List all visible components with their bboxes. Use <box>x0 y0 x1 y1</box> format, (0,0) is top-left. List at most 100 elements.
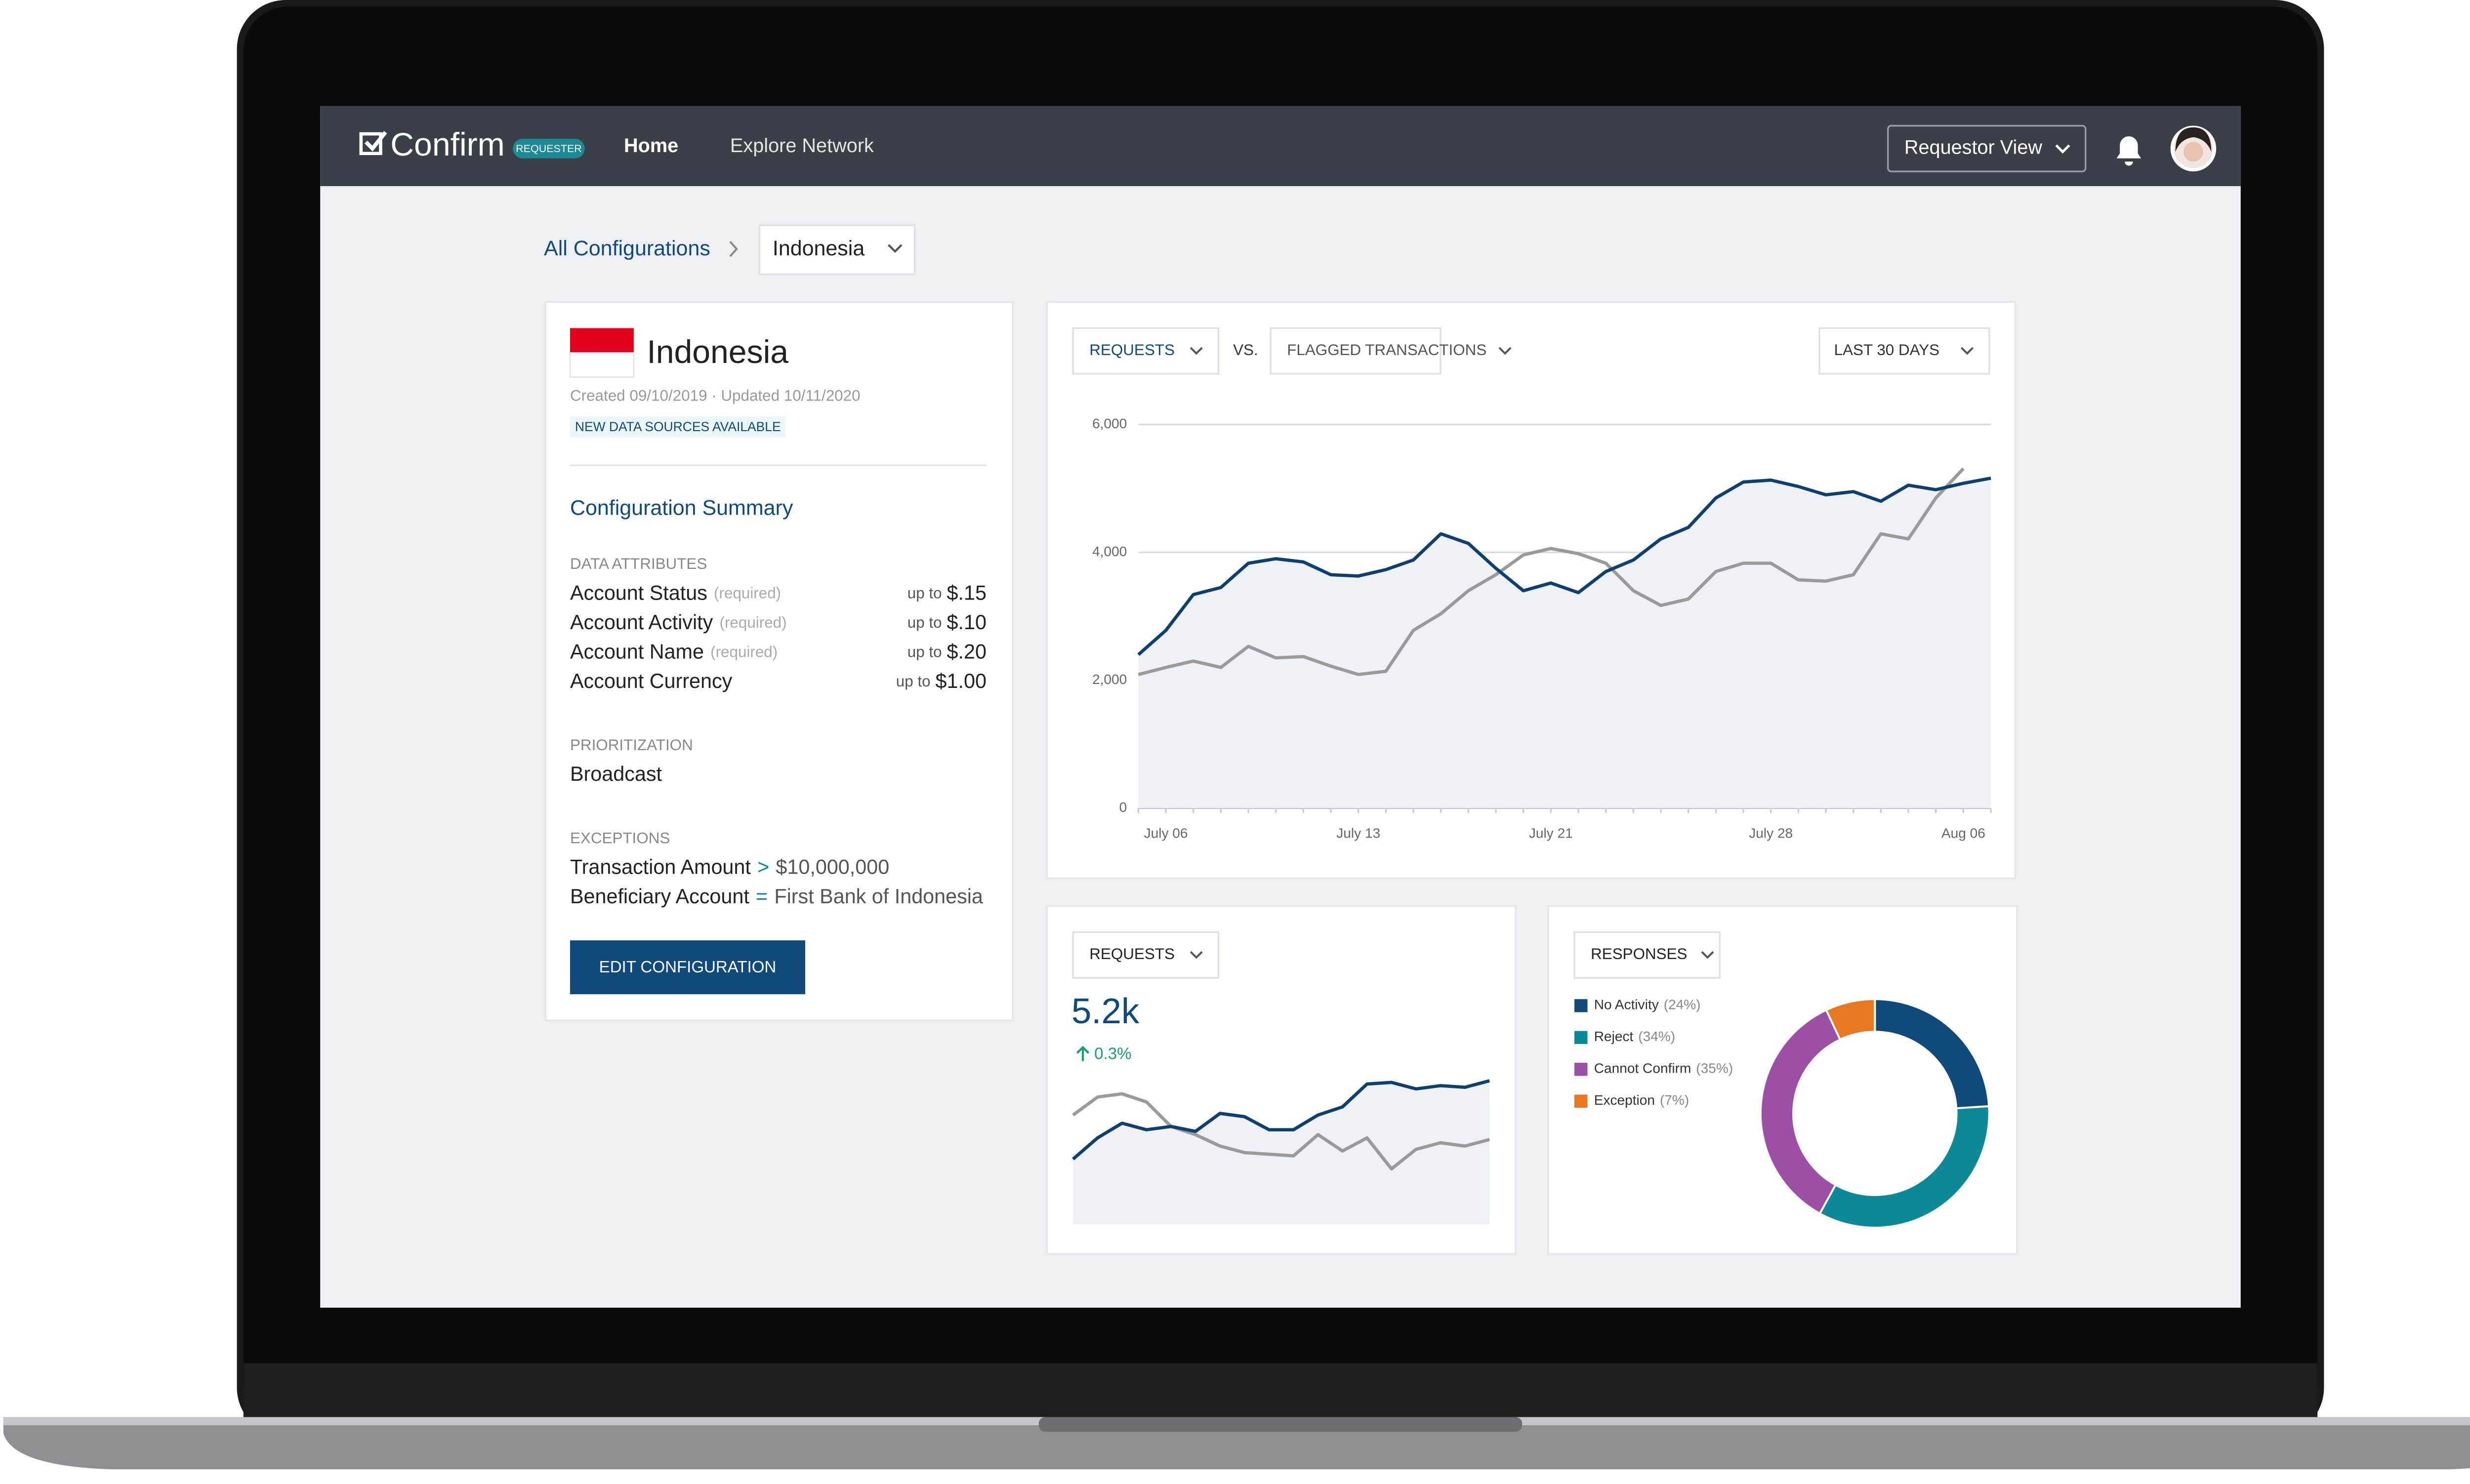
flag-white <box>569 352 634 378</box>
legend-swatch <box>1574 1094 1588 1108</box>
donut-selector-text: RESPONSES <box>1591 945 1687 963</box>
line <box>1137 477 1991 656</box>
series-selector-text: REQUESTS <box>1089 341 1175 359</box>
chevron <box>2055 144 2070 154</box>
nav-link[interactable]: Explore Network <box>730 135 874 157</box>
line <box>1071 1079 1490 1161</box>
edit-button-text: EDIT CONFIGURATION <box>599 958 777 976</box>
x-tick-label: July 28 <box>1749 826 1793 841</box>
legend-entry: Cannot Confirm (35%) <box>1594 1061 1733 1076</box>
exception-name: Beneficiary Account <box>570 885 749 908</box>
view-selector[interactable] <box>1887 124 2087 172</box>
chevron <box>1961 347 1974 355</box>
legend-name: Exception <box>1594 1092 1655 1108</box>
price-prefix: up to <box>896 673 931 690</box>
y-tick-label: 2,000 <box>1092 672 1127 687</box>
attribute: Account Activity (required) <box>570 611 787 634</box>
donut-slice <box>1759 1008 1842 1215</box>
nav-link[interactable]: Home <box>624 135 678 157</box>
bell-icon[interactable] <box>2116 136 2141 166</box>
breadcrumb-current: Indonesia <box>773 237 864 260</box>
attribute-price: up to $1.00 <box>896 670 987 692</box>
legend-swatch <box>1574 1063 1588 1076</box>
x-tick-label: Aug 06 <box>1941 826 1985 841</box>
breadcrumb-link[interactable]: All Configurations <box>544 237 710 260</box>
donut-slice <box>1818 1105 1990 1229</box>
range-selector[interactable] <box>1818 327 1990 375</box>
legend-value: (34%) <box>1638 1029 1675 1044</box>
mini-selector-text: REQUESTS <box>1089 945 1175 963</box>
exceptions: Transaction Amount > $10,000,000 Beneficiar… <box>570 856 983 908</box>
badge: REQUESTER <box>516 143 582 155</box>
y-tick-label: 4,000 <box>1092 544 1127 559</box>
y-tick-label: 0 <box>1119 800 1127 815</box>
chevron <box>1701 951 1714 959</box>
price: $1.00 <box>936 670 987 692</box>
price: $.20 <box>947 640 987 663</box>
series-selector[interactable] <box>1270 327 1441 375</box>
vs: VS. <box>1233 341 1258 359</box>
attribute: Account Name (required) <box>570 640 778 663</box>
range-text: LAST 30 DAYS <box>1834 341 1939 359</box>
x-tick-label: July 21 <box>1529 826 1573 841</box>
badge-bg <box>513 138 585 159</box>
view-selector-text: Requestor View <box>1904 136 2043 158</box>
line <box>1138 467 1965 677</box>
nav-bar <box>320 106 2241 186</box>
main-chart: 0 2,000 4,000 6,000 July 06 July 13 July 21 Jul… <box>1092 416 1992 841</box>
up-arrow <box>1076 1045 1090 1061</box>
attribute-name: Account Activity <box>570 611 713 634</box>
attribute-name: Account Name <box>570 640 704 663</box>
attribute-note: (required) <box>719 614 786 631</box>
attribute-note: (required) <box>714 585 781 602</box>
attribute: Account Status (required) <box>570 581 781 604</box>
price-prefix: up to <box>907 643 942 661</box>
legend-value: (24%) <box>1664 997 1701 1012</box>
mini-chart <box>1071 1079 1490 1225</box>
attribute-price: up to $.20 <box>907 640 987 663</box>
donut-slice <box>1825 998 1876 1041</box>
price: $.10 <box>947 611 987 634</box>
area <box>1073 1081 1490 1225</box>
chevron <box>1190 347 1203 355</box>
section-heading: PRIORITIZATION <box>570 736 693 754</box>
series-selector-text: FLAGGED TRANSACTIONS <box>1287 341 1486 359</box>
notice-bg <box>570 416 786 438</box>
country: Indonesia <box>647 334 788 370</box>
logo-check <box>364 131 387 152</box>
legend-value: (35%) <box>1696 1061 1733 1076</box>
attribute-name: Account Currency <box>570 670 733 692</box>
summary-title: Configuration Summary <box>570 496 793 520</box>
attribute-price: up to $.10 <box>907 611 987 634</box>
change: 0.3% <box>1094 1044 1131 1063</box>
legend-name: No Activity <box>1594 997 1659 1012</box>
section-heading: EXCEPTIONS <box>570 829 670 846</box>
meta: Created 09/10/2019 · Updated 10/11/2020 <box>570 387 861 404</box>
prioritization: Broadcast <box>570 762 662 785</box>
exception: Transaction Amount > $10,000,000 <box>570 856 889 879</box>
exception: Beneficiary Account = First Bank of Indone… <box>570 885 983 908</box>
area <box>1138 478 1991 808</box>
exception-op: > <box>757 856 769 879</box>
legend-swatch <box>1574 999 1588 1012</box>
edit-button[interactable] <box>570 940 806 995</box>
donut-chart: No Activity (24%) Reject (34%) Cannot Confir… <box>1574 997 1990 1229</box>
flag-red <box>570 328 634 353</box>
exception-op: = <box>756 885 768 908</box>
line <box>1072 1092 1490 1171</box>
donut-selector[interactable] <box>1573 931 1721 979</box>
logo-box <box>359 132 382 156</box>
attribute: Account Currency <box>570 670 733 692</box>
notice[interactable]: NEW DATA SOURCES AVAILABLE <box>575 419 781 434</box>
legend-entry: Reject (34%) <box>1594 1029 1675 1044</box>
chevron <box>888 244 903 253</box>
chevron <box>1190 951 1203 959</box>
attributes: Account Status (required) up to $.15 Account… <box>570 581 987 692</box>
price-prefix: up to <box>907 614 942 631</box>
brand: Confirm <box>390 126 504 163</box>
chevron <box>1498 347 1512 355</box>
breadcrumb-select[interactable] <box>758 224 916 276</box>
price-prefix: up to <box>907 585 942 602</box>
legend-entry: Exception (7%) <box>1594 1092 1689 1108</box>
